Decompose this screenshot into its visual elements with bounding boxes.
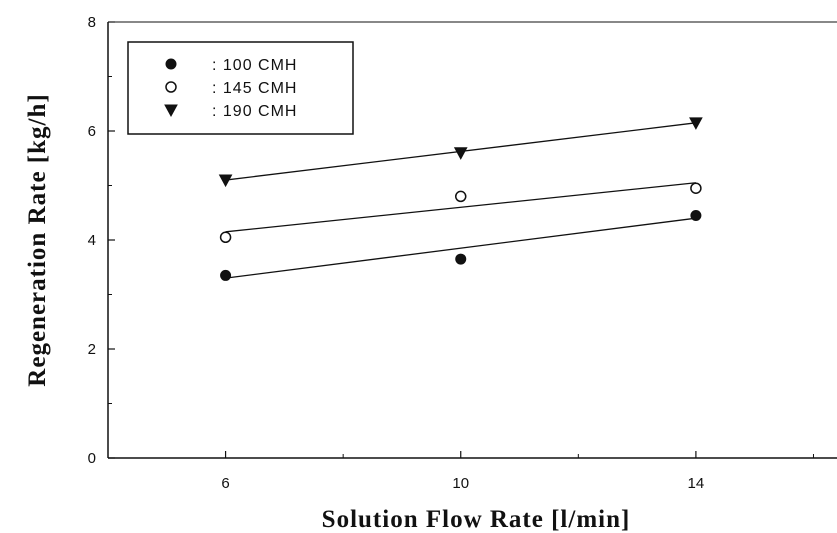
fit-line-0 [225,217,696,279]
y-tick-label: 8 [88,14,96,31]
legend-marker-2 [164,104,178,118]
data-point-0-2 [690,209,702,221]
data-point-2-1 [453,147,468,160]
x-tick-label: 10 [452,475,469,492]
data-point-1-1 [454,190,467,203]
legend-box [127,41,354,135]
data-point-2-0 [218,174,233,188]
y-tick-label: 0 [88,450,96,467]
y-tick-label: 4 [88,232,96,249]
plot-marks [218,117,703,281]
legend-marker-1 [165,81,177,93]
legend-marker-0 [165,58,177,70]
x-tick-label: 6 [221,475,229,492]
data-point-0-0 [220,269,232,281]
x-tick-label: 14 [688,475,705,492]
y-tick-label: 2 [88,341,96,358]
data-point-0-1 [455,253,467,265]
y-axis-title: Regeneration Rate [kg/h] [24,93,51,386]
data-point-1-0 [219,231,232,244]
legend-label-2: : 190 CMH [212,103,297,120]
y-tick-label: 6 [88,123,96,140]
plot-axes: 0 2 4 6 8 6 10 14 [88,14,837,492]
legend: : 100 CMH : 145 CMH : 190 CMH [127,41,354,135]
data-point-1-2 [690,182,702,194]
data-point-2-2 [689,117,703,130]
legend-label-1: : 145 CMH [212,80,297,97]
fit-line-1 [225,182,696,233]
legend-label-0: : 100 CMH [212,57,297,74]
x-axis-title: Solution Flow Rate [l/min] [322,506,631,533]
